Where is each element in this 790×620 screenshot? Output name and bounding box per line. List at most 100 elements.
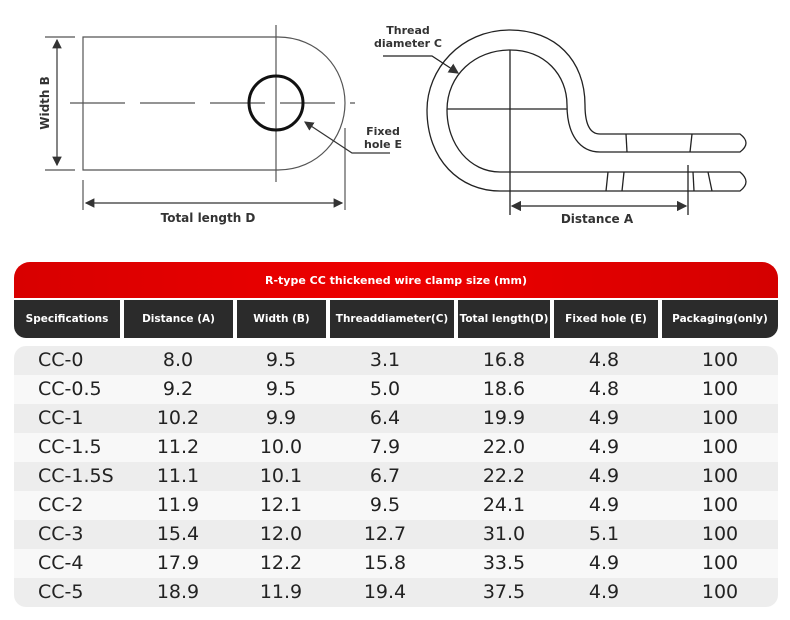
column-header-text: diameter(C)	[377, 312, 449, 325]
spec-cell: CC-1	[38, 407, 84, 429]
value-cell: 11.9	[156, 494, 200, 516]
value-cell: 4.9	[588, 436, 620, 458]
value-cell: 10.0	[259, 436, 303, 458]
spec-cell: CC-5	[38, 581, 84, 603]
clamp-diagram: Width B Total length D Fixed hole E Thre…	[38, 24, 747, 226]
fixed-hole-circle	[247, 74, 305, 132]
clamp-side-view	[383, 29, 747, 215]
column-header: Packaging (only)	[662, 300, 778, 338]
table-row: CC-3 15.4 12.0 12.7 31.0 5.1 100	[14, 520, 778, 549]
column-header: Distance (A)	[124, 300, 233, 338]
column-header-text: ons	[87, 312, 109, 325]
value-cell: 11.2	[156, 436, 200, 458]
table-row: CC-1.5 11.2 10.0 7.9 22.0 4.9 100	[14, 433, 778, 462]
value-cell: 100	[701, 552, 739, 574]
table-row: CC-1.5S 11.1 10.1 6.7 22.2 4.9 100	[14, 462, 778, 491]
value-cell: 5.1	[588, 523, 620, 545]
thread-diameter-label-2: diameter C	[374, 37, 442, 50]
value-cell: 22.2	[482, 465, 526, 487]
column-header: Width (B)	[237, 300, 326, 338]
value-cell: 12.2	[259, 552, 303, 574]
spec-cell: CC-4	[38, 552, 84, 574]
column-header-text: Fixed hole (E)	[565, 312, 647, 325]
value-cell: 16.8	[482, 349, 526, 371]
value-cell: 9.9	[265, 407, 297, 429]
value-cell: 100	[701, 465, 739, 487]
flat-view	[45, 25, 390, 210]
value-cell: 19.9	[482, 407, 526, 429]
table-row: CC-5 18.9 11.9 19.4 37.5 4.9 100	[14, 578, 778, 607]
value-cell: 15.8	[363, 552, 407, 574]
column-header-text: Total length	[459, 312, 531, 325]
value-cell: 33.5	[482, 552, 526, 574]
value-cell: 4.9	[588, 494, 620, 516]
spec-cell: CC-0	[38, 349, 84, 371]
column-header-text: Thread	[335, 312, 378, 325]
table-row: CC-4 17.9 12.2 15.8 33.5 4.9 100	[14, 549, 778, 578]
fixed-hole-label-2: hole E	[364, 138, 402, 151]
column-header: Specificati ons	[14, 300, 120, 338]
spec-cell: CC-1.5	[38, 436, 102, 458]
value-cell: 6.7	[369, 465, 401, 487]
width-label: Width B	[38, 76, 52, 130]
value-cell: 9.2	[162, 378, 194, 400]
value-cell: 5.0	[369, 378, 401, 400]
value-cell: 17.9	[156, 552, 200, 574]
total-length-label: Total length D	[161, 211, 256, 225]
column-header-text: Specificati	[25, 312, 88, 325]
column-header: Total length (D)	[458, 300, 550, 338]
fixed-hole-label-1: Fixed	[366, 125, 400, 138]
value-cell: 100	[701, 523, 739, 545]
thread-diameter-label-1: Thread	[386, 24, 430, 37]
value-cell: 24.1	[482, 494, 526, 516]
value-cell: 9.5	[265, 378, 297, 400]
value-cell: 12.0	[259, 523, 303, 545]
value-cell: 7.9	[369, 436, 401, 458]
table-row: CC-1 10.2 9.9 6.4 19.9 4.9 100	[14, 404, 778, 433]
value-cell: 31.0	[482, 523, 526, 545]
value-cell: 6.4	[369, 407, 401, 429]
column-header-text: (only)	[733, 312, 768, 325]
value-cell: 18.6	[482, 378, 526, 400]
spec-cell: CC-0.5	[38, 378, 102, 400]
value-cell: 4.9	[588, 552, 620, 574]
spec-cell: CC-2	[38, 494, 84, 516]
value-cell: 100	[701, 407, 739, 429]
value-cell: 19.4	[363, 581, 407, 603]
value-cell: 100	[701, 436, 739, 458]
column-header: Thread diameter(C)	[330, 300, 454, 338]
value-cell: 4.9	[588, 465, 620, 487]
column-header-text: Distance (A)	[142, 312, 215, 325]
value-cell: 18.9	[156, 581, 200, 603]
value-cell: 8.0	[162, 349, 194, 371]
spec-cell: CC-1.5S	[38, 465, 114, 487]
column-header-text: Width (B)	[253, 312, 310, 325]
value-cell: 100	[701, 581, 739, 603]
value-cell: 4.9	[588, 407, 620, 429]
value-cell: 9.5	[265, 349, 297, 371]
column-header-text: (D)	[530, 312, 549, 325]
value-cell: 100	[701, 349, 739, 371]
value-cell: 11.1	[156, 465, 200, 487]
value-cell: 4.8	[588, 349, 620, 371]
value-cell: 100	[701, 378, 739, 400]
table-title: R-type CC thickened wire clamp size (mm)	[14, 262, 778, 298]
value-cell: 12.1	[259, 494, 303, 516]
table-row: CC-2 11.9 12.1 9.5 24.1 4.9 100	[14, 491, 778, 520]
table-body: CC-0 8.0 9.5 3.1 16.8 4.8 100 CC-0.5 9.2 9.5 5.0 18…	[14, 346, 778, 607]
value-cell: 15.4	[156, 523, 200, 545]
value-cell: 22.0	[482, 436, 526, 458]
value-cell: 10.1	[259, 465, 303, 487]
spec-cell: CC-3	[38, 523, 84, 545]
value-cell: 12.7	[363, 523, 407, 545]
value-cell: 100	[701, 494, 739, 516]
value-cell: 3.1	[369, 349, 401, 371]
value-cell: 9.5	[369, 494, 401, 516]
column-header-text: Packaging	[672, 312, 734, 325]
value-cell: 4.8	[588, 378, 620, 400]
table-row: CC-0.5 9.2 9.5 5.0 18.6 4.8 100	[14, 375, 778, 404]
value-cell: 4.9	[588, 581, 620, 603]
table-row: CC-0 8.0 9.5 3.1 16.8 4.8 100	[14, 346, 778, 375]
distance-label: Distance A	[561, 212, 634, 226]
